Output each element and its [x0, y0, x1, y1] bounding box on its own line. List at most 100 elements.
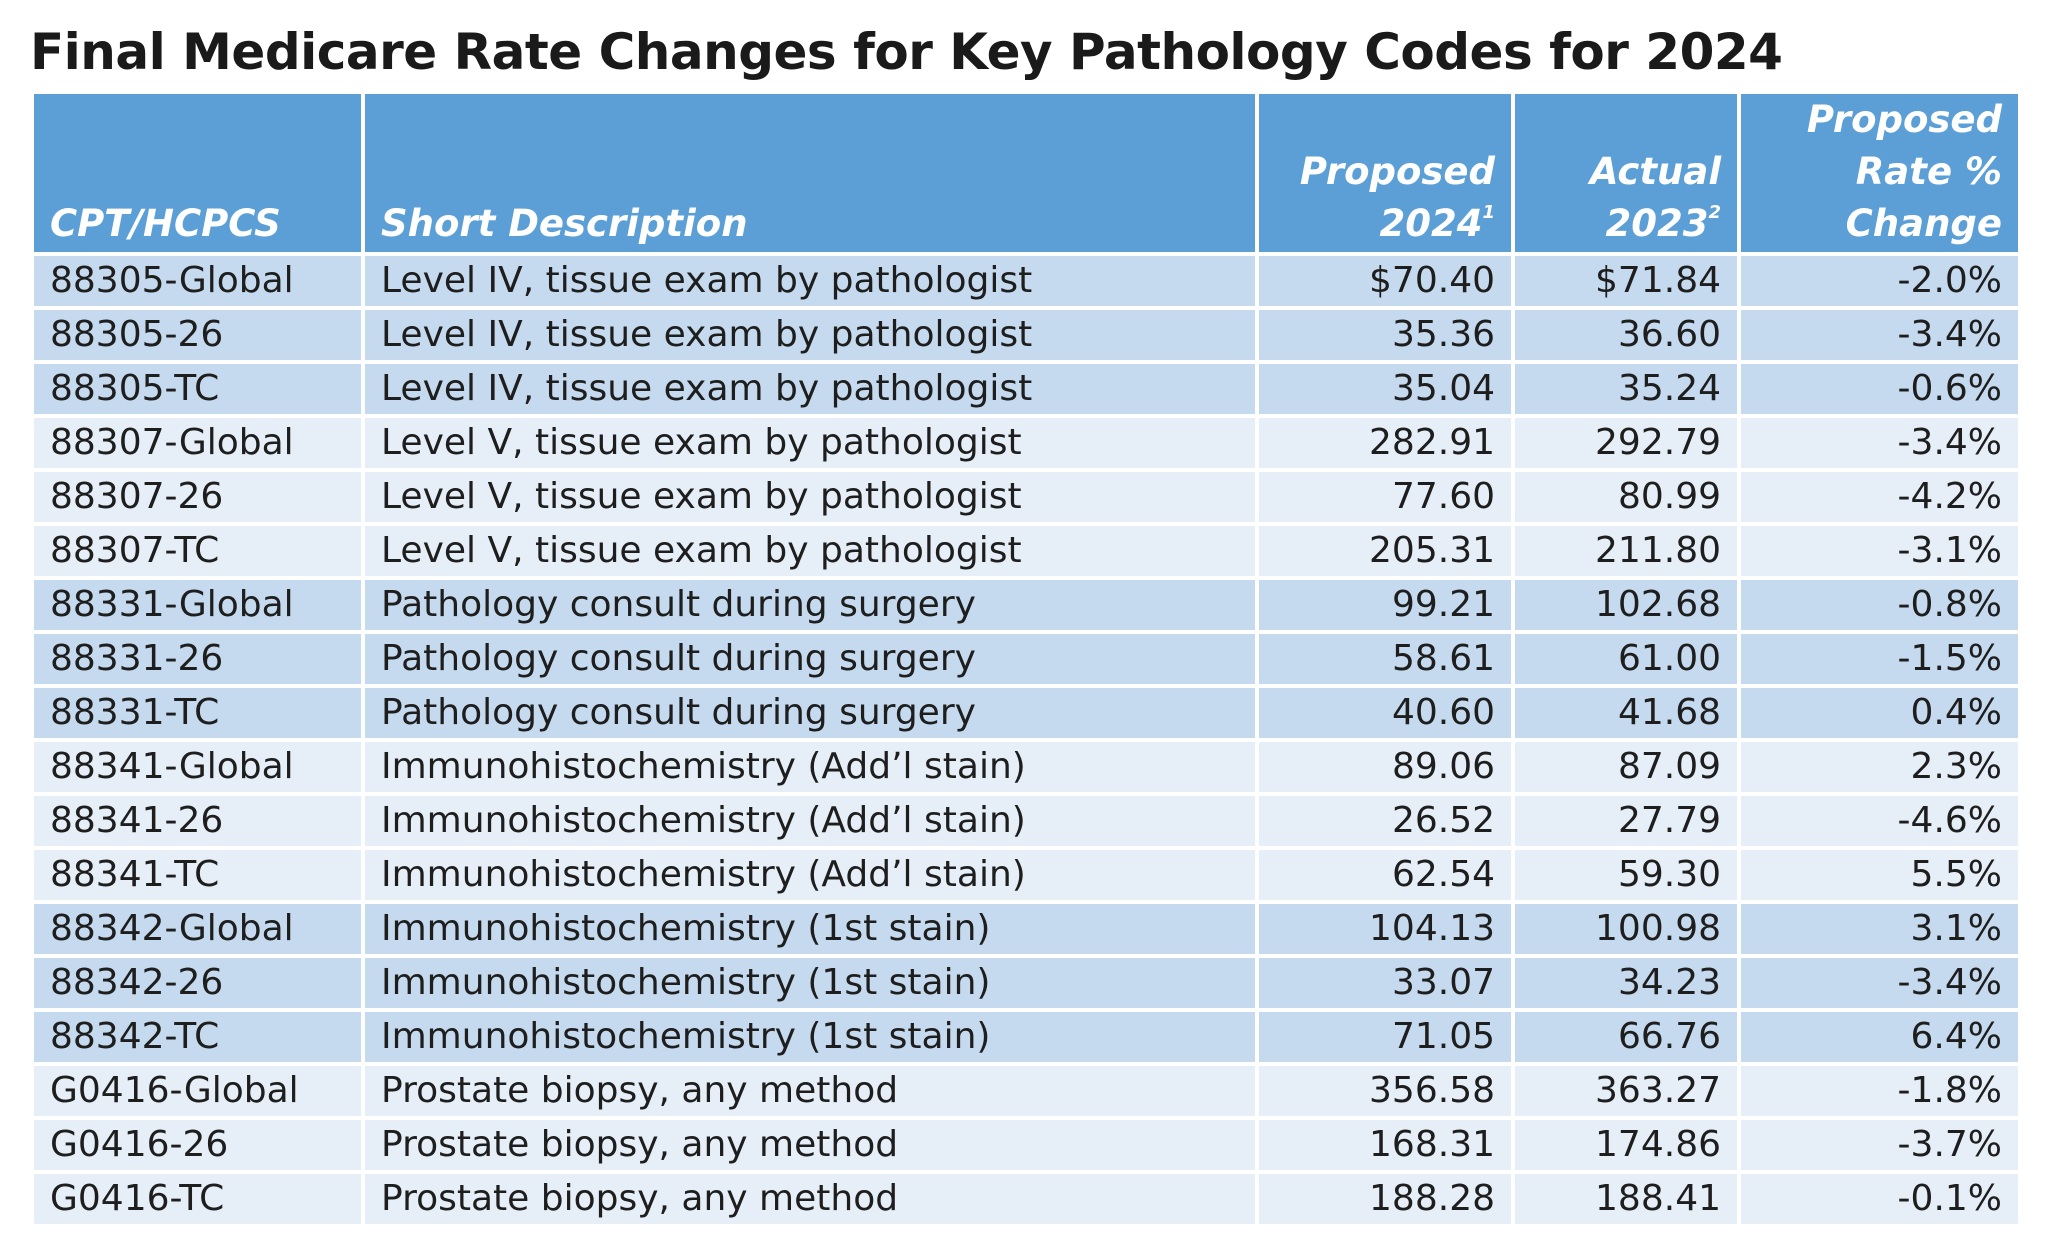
cell-actual-2023: 211.80 — [1515, 526, 1737, 576]
cell-description: Prostate biopsy, any method — [365, 1066, 1255, 1116]
header-cpt-hcpcs: CPT/HCPCS — [34, 94, 361, 252]
cell-code: G0416-TC — [34, 1174, 361, 1224]
cell-proposed-2024: $70.40 — [1259, 256, 1511, 306]
table-row: 88331-Global Pathology consult during sur… — [34, 580, 2018, 630]
cell-proposed-2024: 89.06 — [1259, 742, 1511, 792]
cell-code: 88305-26 — [34, 310, 361, 360]
cell-actual-2023: 41.68 — [1515, 688, 1737, 738]
cell-description: Immunohistochemistry (Add’l stain) — [365, 742, 1255, 792]
table-header: CPT/HCPCS Short Description Proposed 202… — [34, 94, 2018, 252]
cell-actual-2023: 34.23 — [1515, 958, 1737, 1008]
cell-rate-change: -3.1% — [1741, 526, 2018, 576]
cell-code: 88341-Global — [34, 742, 361, 792]
header-rate-change: Proposed Rate % Change — [1741, 94, 2018, 252]
cell-actual-2023: $71.84 — [1515, 256, 1737, 306]
cell-rate-change: -3.4% — [1741, 310, 2018, 360]
header-actual-line2: 2023 — [1605, 202, 1709, 245]
table-row: 88341-Global Immunohistochemistry (Add’l … — [34, 742, 2018, 792]
cell-code: 88331-TC — [34, 688, 361, 738]
cell-proposed-2024: 282.91 — [1259, 418, 1511, 468]
table-row: G0416-Global Prostate biopsy, any method 3… — [34, 1066, 2018, 1116]
cell-rate-change: -4.6% — [1741, 796, 2018, 846]
cell-rate-change: -1.8% — [1741, 1066, 2018, 1116]
header-proposed-line1: Proposed — [1299, 150, 1495, 193]
header-description-label: Short Description — [381, 202, 748, 245]
header-row: CPT/HCPCS Short Description Proposed 202… — [34, 94, 2018, 252]
cell-description: Pathology consult during surgery — [365, 688, 1255, 738]
cell-description: Immunohistochemistry (1st stain) — [365, 958, 1255, 1008]
cell-rate-change: 5.5% — [1741, 850, 2018, 900]
cell-description: Immunohistochemistry (Add’l stain) — [365, 796, 1255, 846]
cell-actual-2023: 36.60 — [1515, 310, 1737, 360]
cell-proposed-2024: 58.61 — [1259, 634, 1511, 684]
cell-actual-2023: 188.41 — [1515, 1174, 1737, 1224]
table-row: 88331-26 Pathology consult during surgery… — [34, 634, 2018, 684]
cell-rate-change: -4.2% — [1741, 472, 2018, 522]
cell-description: Prostate biopsy, any method — [365, 1120, 1255, 1170]
cell-proposed-2024: 168.31 — [1259, 1120, 1511, 1170]
cell-rate-change: -3.4% — [1741, 958, 2018, 1008]
cell-code: 88342-26 — [34, 958, 361, 1008]
footnote-2-marker: 2 — [1708, 202, 1721, 223]
cell-code: 88341-TC — [34, 850, 361, 900]
cell-description: Prostate biopsy, any method — [365, 1174, 1255, 1224]
cell-rate-change: -3.7% — [1741, 1120, 2018, 1170]
cell-code: 88307-26 — [34, 472, 361, 522]
table-row: 88305-Global Level IV, tissue exam by pat… — [34, 256, 2018, 306]
page-title: Final Medicare Rate Changes for Key Path… — [30, 23, 1783, 81]
table-row: 88341-26 Immunohistochemistry (Add’l stai… — [34, 796, 2018, 846]
cell-proposed-2024: 62.54 — [1259, 850, 1511, 900]
header-proposed-line2: 2024 — [1379, 202, 1483, 245]
cell-description: Immunohistochemistry (1st stain) — [365, 1012, 1255, 1062]
table-row: 88305-26 Level IV, tissue exam by patholo… — [34, 310, 2018, 360]
header-short-description: Short Description — [365, 94, 1255, 252]
rate-table: CPT/HCPCS Short Description Proposed 202… — [30, 90, 2022, 1228]
cell-actual-2023: 174.86 — [1515, 1120, 1737, 1170]
cell-actual-2023: 27.79 — [1515, 796, 1737, 846]
cell-code: 88331-Global — [34, 580, 361, 630]
cell-rate-change: 6.4% — [1741, 1012, 2018, 1062]
cell-actual-2023: 363.27 — [1515, 1066, 1737, 1116]
cell-description: Level V, tissue exam by pathologist — [365, 472, 1255, 522]
cell-proposed-2024: 77.60 — [1259, 472, 1511, 522]
cell-proposed-2024: 356.58 — [1259, 1066, 1511, 1116]
header-change-line1: Proposed — [1806, 98, 2002, 141]
table-row: 88342-TC Immunohistochemistry (1st stain)… — [34, 1012, 2018, 1062]
cell-description: Level V, tissue exam by pathologist — [365, 526, 1255, 576]
table-row: 88307-26 Level V, tissue exam by patholog… — [34, 472, 2018, 522]
footnote-1-marker: 1 — [1482, 202, 1495, 223]
cell-proposed-2024: 35.04 — [1259, 364, 1511, 414]
table-row: 88341-TC Immunohistochemistry (Add’l stai… — [34, 850, 2018, 900]
cell-description: Level IV, tissue exam by pathologist — [365, 310, 1255, 360]
cell-code: 88331-26 — [34, 634, 361, 684]
header-change-line3: Change — [1845, 202, 2002, 245]
cell-code: G0416-Global — [34, 1066, 361, 1116]
cell-rate-change: -1.5% — [1741, 634, 2018, 684]
cell-proposed-2024: 99.21 — [1259, 580, 1511, 630]
cell-rate-change: -0.8% — [1741, 580, 2018, 630]
table-row: 88342-26 Immunohistochemistry (1st stain)… — [34, 958, 2018, 1008]
cell-proposed-2024: 40.60 — [1259, 688, 1511, 738]
cell-description: Immunohistochemistry (1st stain) — [365, 904, 1255, 954]
cell-actual-2023: 100.98 — [1515, 904, 1737, 954]
cell-actual-2023: 102.68 — [1515, 580, 1737, 630]
cell-code: 88342-TC — [34, 1012, 361, 1062]
cell-rate-change: 2.3% — [1741, 742, 2018, 792]
cell-proposed-2024: 26.52 — [1259, 796, 1511, 846]
table-row: 88342-Global Immunohistochemistry (1st st… — [34, 904, 2018, 954]
cell-description: Level V, tissue exam by pathologist — [365, 418, 1255, 468]
cell-code: 88307-Global — [34, 418, 361, 468]
cell-proposed-2024: 104.13 — [1259, 904, 1511, 954]
cell-description: Pathology consult during surgery — [365, 580, 1255, 630]
cell-code: 88341-26 — [34, 796, 361, 846]
cell-code: 88305-Global — [34, 256, 361, 306]
cell-rate-change: 0.4% — [1741, 688, 2018, 738]
table-row: G0416-TC Prostate biopsy, any method 188.2… — [34, 1174, 2018, 1224]
cell-actual-2023: 66.76 — [1515, 1012, 1737, 1062]
cell-actual-2023: 35.24 — [1515, 364, 1737, 414]
table-row: G0416-26 Prostate biopsy, any method 168.3… — [34, 1120, 2018, 1170]
cell-description: Immunohistochemistry (Add’l stain) — [365, 850, 1255, 900]
cell-description: Level IV, tissue exam by pathologist — [365, 364, 1255, 414]
cell-proposed-2024: 188.28 — [1259, 1174, 1511, 1224]
cell-proposed-2024: 33.07 — [1259, 958, 1511, 1008]
